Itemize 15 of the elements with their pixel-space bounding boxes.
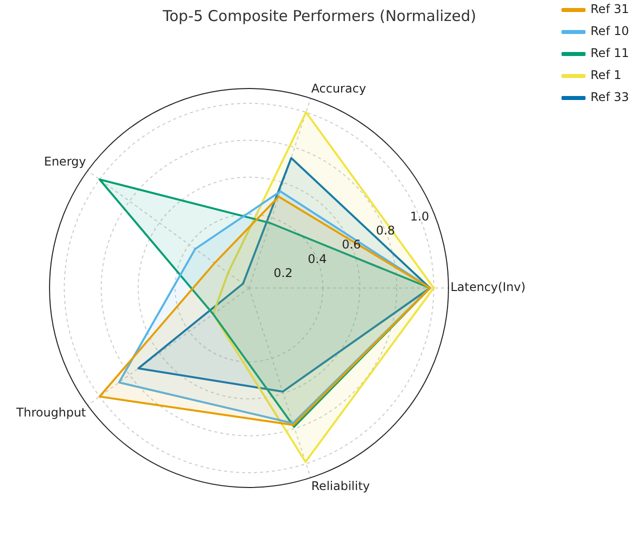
spoke-label: Accuracy bbox=[311, 81, 366, 96]
y-tick-label: 0.6 bbox=[342, 238, 361, 252]
legend-label: Ref 1 bbox=[590, 68, 622, 82]
legend-label: Ref 31 bbox=[590, 2, 630, 16]
legend-label: Ref 33 bbox=[590, 90, 630, 104]
spoke-label: Throughput bbox=[15, 406, 86, 420]
spoke-label: Latency(Inv) bbox=[450, 280, 526, 294]
y-tick-label: 0.4 bbox=[308, 252, 327, 266]
y-tick-label: 1.0 bbox=[410, 209, 430, 224]
legend-label: Ref 11 bbox=[590, 46, 630, 60]
legend-label: Ref 10 bbox=[590, 24, 630, 38]
chart-title: Top-5 Composite Performers (Normalized) bbox=[162, 6, 476, 25]
y-tick-label: 0.2 bbox=[274, 266, 293, 280]
spoke-label: Reliability bbox=[311, 478, 370, 493]
spoke-label: Energy bbox=[44, 154, 86, 169]
